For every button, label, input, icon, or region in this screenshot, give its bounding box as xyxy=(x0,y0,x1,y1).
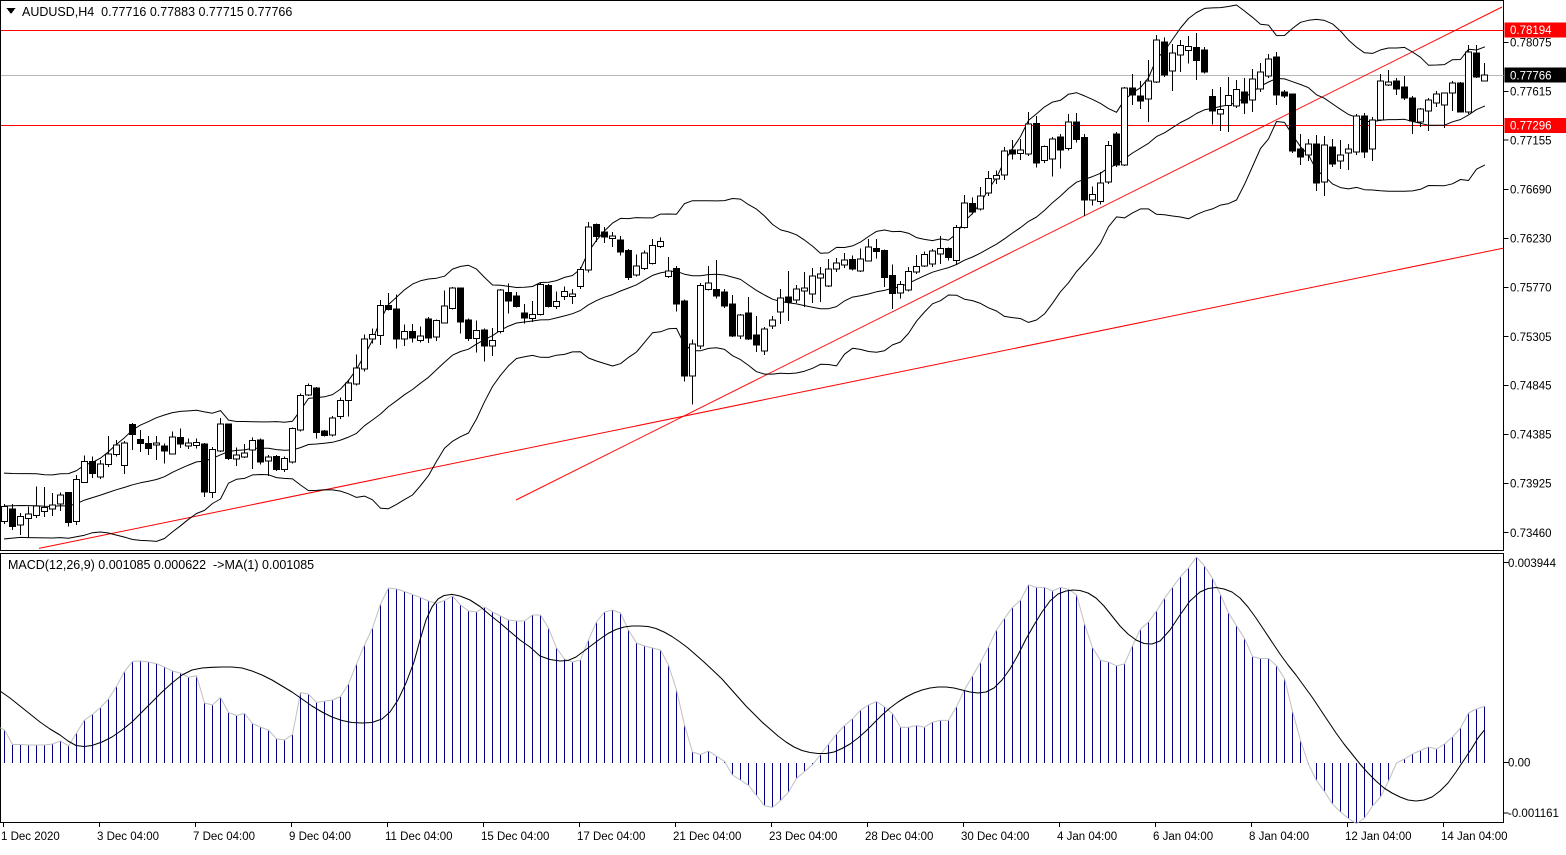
svg-text:0.78075: 0.78075 xyxy=(1510,38,1552,50)
svg-text:30 Dec 04:00: 30 Dec 04:00 xyxy=(961,831,1029,843)
svg-text:14 Jan 04:00: 14 Jan 04:00 xyxy=(1441,831,1508,843)
svg-text:0.74845: 0.74845 xyxy=(1510,381,1552,393)
svg-text:12 Jan 04:00: 12 Jan 04:00 xyxy=(1345,831,1412,843)
svg-text:0.75305: 0.75305 xyxy=(1510,332,1552,344)
svg-text:4 Jan 04:00: 4 Jan 04:00 xyxy=(1057,831,1117,843)
svg-text:0.77766: 0.77766 xyxy=(1510,70,1552,82)
svg-text:0.76230: 0.76230 xyxy=(1510,234,1552,246)
svg-text:15 Dec 04:00: 15 Dec 04:00 xyxy=(481,831,549,843)
svg-text:21 Dec 04:00: 21 Dec 04:00 xyxy=(673,831,741,843)
svg-text:11 Dec 04:00: 11 Dec 04:00 xyxy=(385,831,453,843)
svg-text:AUDUSD,H4 0.77716 0.77883 0.7: AUDUSD,H4 0.77716 0.77883 0.77715 0.7776… xyxy=(22,5,292,19)
svg-text:MACD(12,26,9) 0.001085 0.00062: MACD(12,26,9) 0.001085 0.000622 ->MA(1) … xyxy=(8,558,314,572)
svg-text:17 Dec 04:00: 17 Dec 04:00 xyxy=(577,831,645,843)
svg-text:0.003944: 0.003944 xyxy=(1508,558,1557,570)
svg-text:0.77296: 0.77296 xyxy=(1510,121,1552,133)
svg-text:28 Dec 04:00: 28 Dec 04:00 xyxy=(865,831,933,843)
svg-text:0.73460: 0.73460 xyxy=(1510,528,1552,540)
svg-text:8 Jan 04:00: 8 Jan 04:00 xyxy=(1249,831,1309,843)
svg-text:0.76690: 0.76690 xyxy=(1510,185,1552,197)
svg-text:1 Dec 2020: 1 Dec 2020 xyxy=(1,831,60,843)
svg-text:0.77615: 0.77615 xyxy=(1510,87,1552,99)
svg-text:0.73925: 0.73925 xyxy=(1510,479,1552,491)
svg-text:0.75770: 0.75770 xyxy=(1510,283,1552,295)
svg-text:23 Dec 04:00: 23 Dec 04:00 xyxy=(769,831,837,843)
svg-text:0.74385: 0.74385 xyxy=(1510,430,1552,442)
svg-text:9 Dec 04:00: 9 Dec 04:00 xyxy=(289,831,351,843)
svg-text:7 Dec 04:00: 7 Dec 04:00 xyxy=(193,831,255,843)
svg-text:0.77155: 0.77155 xyxy=(1510,135,1552,147)
svg-text:0.00: 0.00 xyxy=(1508,758,1530,770)
svg-text:0.78194: 0.78194 xyxy=(1510,25,1552,37)
svg-text:3 Dec 04:00: 3 Dec 04:00 xyxy=(97,831,159,843)
svg-text:-0.001161: -0.001161 xyxy=(1508,808,1559,820)
svg-text:6 Jan 04:00: 6 Jan 04:00 xyxy=(1153,831,1213,843)
